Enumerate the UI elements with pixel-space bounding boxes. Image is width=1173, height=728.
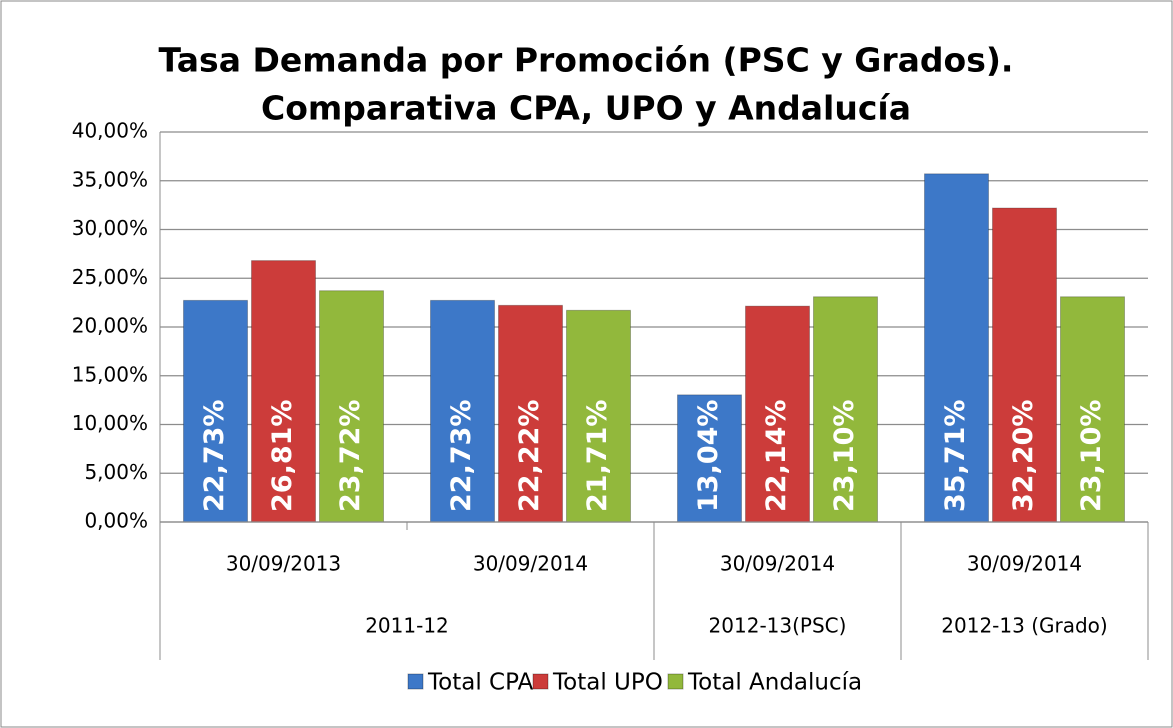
x-tick-label: 30/09/2014 bbox=[473, 552, 588, 576]
bar bbox=[677, 394, 742, 523]
value-label: 35,71% bbox=[940, 400, 971, 512]
y-tick-label: 15,00% bbox=[72, 362, 148, 386]
value-label: 22,73% bbox=[199, 400, 230, 512]
legend-label: Total Andalucía bbox=[687, 670, 862, 696]
value-label: 22,73% bbox=[446, 400, 477, 512]
y-tick-label: 10,00% bbox=[72, 411, 148, 435]
bar bbox=[566, 309, 631, 523]
bar bbox=[745, 305, 810, 523]
bar bbox=[319, 290, 384, 523]
legend-swatch bbox=[407, 673, 424, 690]
bar bbox=[498, 304, 563, 523]
value-label: 22,14% bbox=[761, 400, 792, 512]
x-tick-label: 30/09/2014 bbox=[720, 552, 835, 576]
bar bbox=[251, 260, 316, 523]
value-label: 13,04% bbox=[693, 400, 724, 512]
bar bbox=[813, 296, 878, 523]
value-label: 26,81% bbox=[267, 400, 298, 512]
value-label: 22,22% bbox=[514, 400, 545, 512]
value-label: 32,20% bbox=[1008, 400, 1039, 512]
value-label: 21,71% bbox=[582, 400, 613, 512]
bar bbox=[183, 299, 248, 523]
chart-subtitle: Comparativa CPA, UPO y Andalucía bbox=[261, 89, 911, 128]
y-tick-label: 0,00% bbox=[84, 509, 148, 533]
x-group-label: 2011-12 bbox=[365, 614, 449, 638]
x-group-label: 2012-13(PSC) bbox=[709, 614, 847, 638]
bar bbox=[430, 299, 495, 523]
bar bbox=[924, 173, 989, 523]
y-tick-label: 30,00% bbox=[72, 216, 148, 240]
x-tick-label: 30/09/2014 bbox=[967, 552, 1082, 576]
y-tick-label: 20,00% bbox=[72, 314, 148, 338]
legend-swatch bbox=[667, 673, 684, 690]
legend-swatch bbox=[532, 673, 549, 690]
bar bbox=[992, 207, 1057, 523]
y-tick-label: 25,00% bbox=[72, 265, 148, 289]
value-label: 23,10% bbox=[829, 400, 860, 512]
chart-title: Tasa Demanda por Promoción (PSC y Grados… bbox=[159, 41, 1014, 80]
y-tick-label: 5,00% bbox=[84, 460, 148, 484]
x-tick-label: 30/09/2013 bbox=[226, 552, 341, 576]
value-label: 23,10% bbox=[1076, 400, 1107, 512]
y-tick-label: 40,00% bbox=[72, 119, 148, 143]
x-group-label: 2012-13 (Grado) bbox=[941, 614, 1107, 638]
y-tick-label: 35,00% bbox=[72, 167, 148, 191]
legend-label: Total CPA bbox=[427, 670, 533, 696]
legend-label: Total UPO bbox=[552, 670, 663, 696]
value-label: 23,72% bbox=[335, 400, 366, 512]
